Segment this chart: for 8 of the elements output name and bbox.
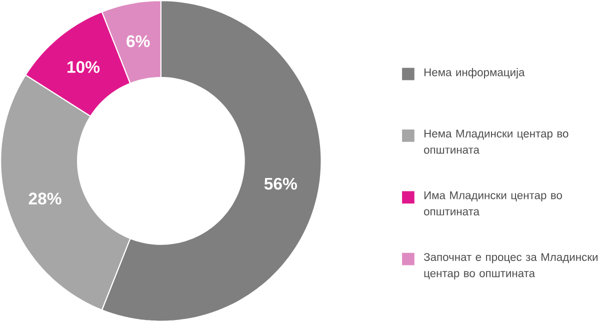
legend-label: Нема информација bbox=[424, 68, 525, 79]
legend-label: Има Младински центар во општината bbox=[424, 191, 562, 216]
data-label: 28% bbox=[28, 192, 62, 205]
data-label: 10% bbox=[68, 61, 100, 74]
data-label: 56% bbox=[264, 178, 297, 190]
legend-label: Нема Младински центар во општината bbox=[424, 130, 568, 154]
data-label: 6% bbox=[126, 35, 150, 48]
legend-label: Започнат е процес за Младински центар во општината bbox=[424, 253, 598, 280]
